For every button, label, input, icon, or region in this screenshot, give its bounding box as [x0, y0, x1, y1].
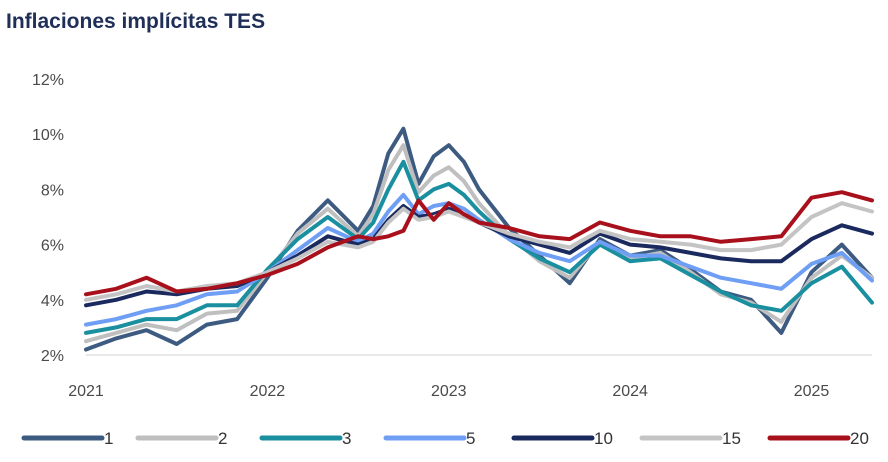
y-tick-label: 6%: [41, 238, 64, 255]
legend-label-3: 3: [342, 429, 351, 448]
legend-label-15: 15: [722, 429, 741, 448]
x-axis-ticks: 2021 2022 2023 2024 2025: [68, 383, 829, 400]
x-tick-label: 2021: [68, 383, 104, 400]
series-line-10: [84, 204, 874, 308]
series-line-3: [84, 159, 874, 335]
chart-title: Inflaciones implícitas TES: [6, 10, 266, 33]
x-tick-label: 2025: [794, 383, 830, 400]
legend-label-2: 2: [218, 429, 227, 448]
x-tick-label: 2022: [250, 383, 286, 400]
x-tick-label: 2023: [431, 383, 467, 400]
series-line-2: [84, 143, 874, 344]
y-tick-label: 2%: [41, 348, 64, 365]
y-axis-ticks: 2% 4% 6% 8% 10% 12%: [32, 72, 64, 365]
legend-label-20: 20: [850, 429, 869, 448]
series-line-20: [84, 190, 874, 297]
series-lines: [84, 126, 874, 352]
y-tick-label: 8%: [41, 182, 64, 199]
legend-label-1: 1: [104, 429, 113, 448]
legend-label-5: 5: [466, 429, 475, 448]
y-tick-label: 10%: [32, 127, 64, 144]
y-tick-label: 4%: [41, 293, 64, 310]
legend-label-10: 10: [594, 429, 613, 448]
y-tick-label: 12%: [32, 72, 64, 89]
x-tick-label: 2024: [612, 383, 648, 400]
legend: 1 2 3 5 10 15 20: [21, 429, 869, 448]
